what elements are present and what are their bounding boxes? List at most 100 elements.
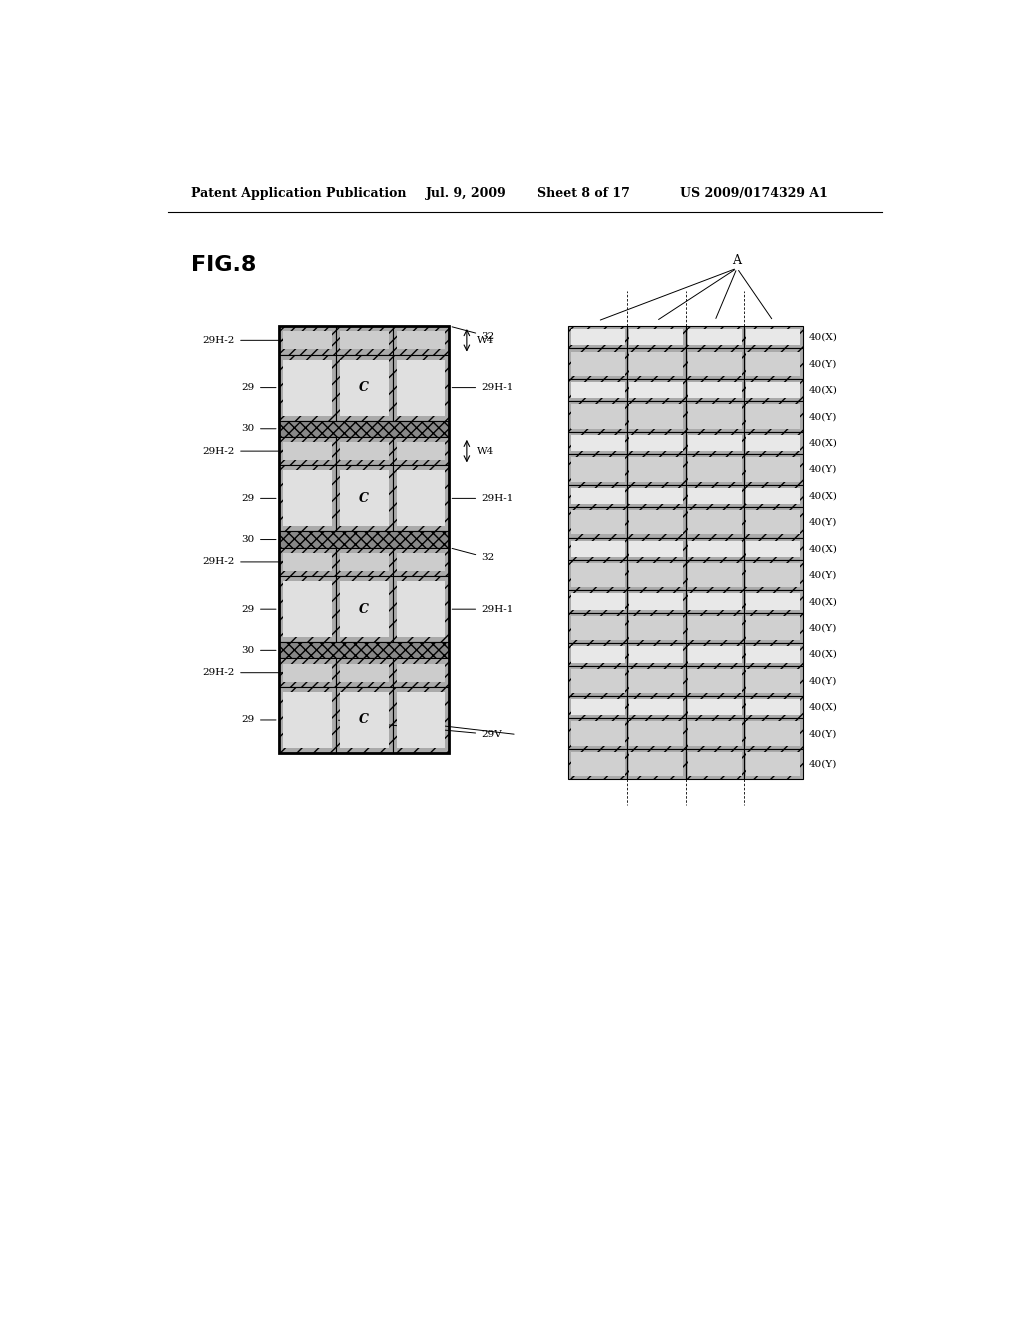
Bar <box>627 401 685 432</box>
Text: 40(X): 40(X) <box>809 649 838 659</box>
Bar <box>685 643 744 665</box>
Text: 29: 29 <box>242 494 276 503</box>
Text: C: C <box>359 381 369 395</box>
Bar <box>688 381 741 399</box>
Bar <box>392 355 450 421</box>
Text: 40(X): 40(X) <box>809 491 838 500</box>
Text: Sheet 8 of 17: Sheet 8 of 17 <box>537 187 630 201</box>
Bar <box>570 541 625 557</box>
Bar <box>746 594 800 610</box>
Bar <box>744 348 803 379</box>
Bar <box>568 537 627 560</box>
Bar <box>688 594 741 610</box>
Bar <box>568 665 627 696</box>
Bar <box>688 351 741 376</box>
Text: 40(Y): 40(Y) <box>809 676 838 685</box>
Text: 29H-2: 29H-2 <box>203 446 293 455</box>
Text: C: C <box>359 714 369 726</box>
Bar <box>568 718 627 748</box>
Bar <box>570 351 625 376</box>
Bar <box>568 590 627 612</box>
Bar <box>283 331 332 350</box>
Bar <box>340 692 388 748</box>
Text: C: C <box>359 492 369 504</box>
Bar <box>630 616 683 640</box>
Bar <box>336 686 392 752</box>
Bar <box>744 612 803 643</box>
Bar <box>744 484 803 507</box>
Bar <box>744 718 803 748</box>
Bar <box>746 510 800 535</box>
Bar <box>279 643 450 659</box>
Bar <box>396 581 445 638</box>
Bar <box>746 404 800 429</box>
Bar <box>568 696 627 718</box>
Text: 30: 30 <box>242 424 276 433</box>
Bar <box>279 548 336 576</box>
Bar <box>746 351 800 376</box>
Bar <box>630 752 683 776</box>
Bar <box>688 510 741 535</box>
Text: 40(Y): 40(Y) <box>809 570 838 579</box>
Text: 32: 32 <box>452 548 495 562</box>
Bar <box>396 470 445 527</box>
Bar <box>630 329 683 346</box>
Bar <box>279 466 336 532</box>
Bar <box>570 752 625 776</box>
Bar <box>392 326 450 355</box>
Bar <box>279 686 336 752</box>
Bar <box>568 401 627 432</box>
Bar <box>279 421 450 437</box>
Bar <box>685 507 744 537</box>
Bar <box>392 659 450 686</box>
Bar <box>746 700 800 715</box>
Bar <box>336 326 392 355</box>
Bar <box>685 432 744 454</box>
Text: 30: 30 <box>242 535 276 544</box>
Bar <box>685 665 744 696</box>
Bar <box>630 541 683 557</box>
Bar <box>283 470 332 527</box>
Text: 30: 30 <box>242 645 276 655</box>
Bar <box>744 590 803 612</box>
Bar <box>744 748 803 779</box>
Bar <box>392 686 450 752</box>
Text: W4: W4 <box>477 335 495 345</box>
Bar <box>570 594 625 610</box>
Bar <box>279 532 450 548</box>
Bar <box>279 437 336 466</box>
Bar <box>685 696 744 718</box>
Bar <box>746 329 800 346</box>
Bar <box>746 752 800 776</box>
Bar <box>744 507 803 537</box>
Bar <box>283 692 332 748</box>
Bar <box>744 379 803 401</box>
Text: US 2009/0174329 A1: US 2009/0174329 A1 <box>680 187 827 201</box>
Bar <box>685 560 744 590</box>
Text: 40(Y): 40(Y) <box>809 729 838 738</box>
Text: 29: 29 <box>242 605 276 614</box>
Bar <box>746 381 800 399</box>
Bar <box>392 437 450 466</box>
Bar <box>340 359 388 416</box>
Text: 32: 32 <box>452 327 495 341</box>
Bar <box>744 432 803 454</box>
Bar <box>340 664 388 682</box>
Bar <box>568 348 627 379</box>
Bar <box>568 748 627 779</box>
Text: 40(X): 40(X) <box>809 544 838 553</box>
Bar <box>627 326 685 348</box>
Bar <box>688 722 741 746</box>
Bar <box>627 748 685 779</box>
Bar <box>568 507 627 537</box>
Bar <box>630 510 683 535</box>
Text: 29H-2: 29H-2 <box>203 557 293 566</box>
Bar <box>685 379 744 401</box>
Bar <box>570 722 625 746</box>
Bar <box>688 329 741 346</box>
Bar <box>627 590 685 612</box>
Bar <box>744 537 803 560</box>
Bar <box>744 401 803 432</box>
Bar <box>570 487 625 504</box>
Bar <box>630 722 683 746</box>
